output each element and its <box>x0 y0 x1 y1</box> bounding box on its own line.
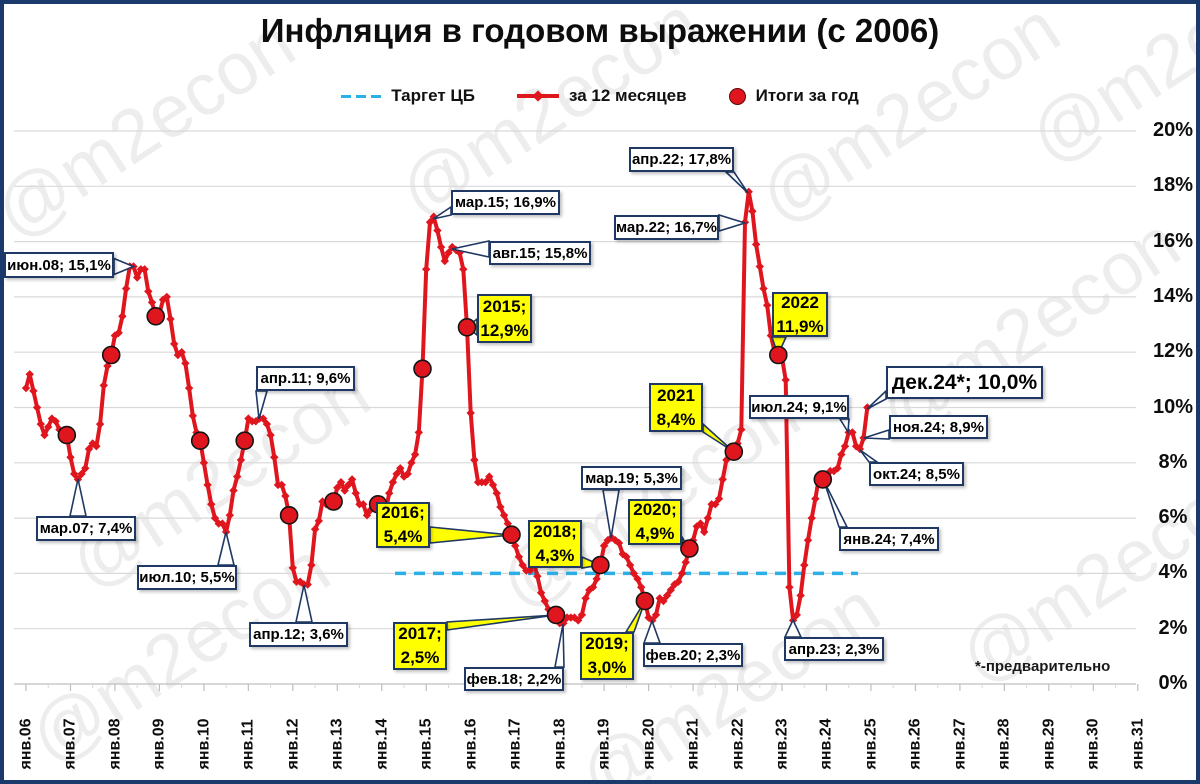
dash-line-icon <box>341 94 382 98</box>
x-axis-label: янв.31 <box>1129 718 1147 770</box>
x-axis-label: янв.26 <box>906 718 924 770</box>
red-dot-icon <box>728 87 746 105</box>
y-axis-label: 18% <box>1152 174 1194 197</box>
x-axis-label: янв.09 <box>150 718 168 770</box>
annotation-callout-25: дек.24*; 10,0% <box>886 366 1043 399</box>
y-axis-label: 20% <box>1152 119 1194 141</box>
annotation-callout-9: 2017; 2,5% <box>393 622 447 670</box>
y-axis-label: 4% <box>1158 561 1188 584</box>
x-axis-label: янв.15 <box>417 718 435 770</box>
annotation-callout-4: апр.12; 3,6% <box>249 622 348 647</box>
x-axis-label: янв.07 <box>61 718 79 770</box>
legend-item-target: Таргет ЦБ <box>341 86 475 106</box>
annotation-callout-19: 2022 11,9% <box>772 292 828 337</box>
legend-item-year: Итоги за год <box>728 86 859 106</box>
annotation-callout-21: янв.24; 7,4% <box>839 527 939 551</box>
annotation-callout-16: 2021 8,4% <box>649 383 703 432</box>
y-axis-label: 16% <box>1152 229 1194 252</box>
x-axis-label: янв.29 <box>1040 718 1058 770</box>
chart-title: Инфляция в годовом выражении (с 2006) <box>260 12 940 49</box>
legend-item-12m: за 12 месяцев <box>517 86 687 106</box>
annotation-callout-13: 2019; 3,0% <box>580 632 634 680</box>
annotation-callout-18: апр.22; 17,8% <box>629 147 734 172</box>
annotation-callout-15: 2020; 4,9% <box>628 499 682 545</box>
annotation-callout-0: июн.08; 15,1% <box>4 252 114 278</box>
x-axis-label: янв.25 <box>862 718 880 770</box>
y-axis-label: 14% <box>1152 284 1194 307</box>
annotation-callout-12: мар.19; 5,3% <box>581 466 682 490</box>
x-axis-label: янв.13 <box>328 718 346 770</box>
x-axis-label: янв.30 <box>1084 718 1102 770</box>
legend: Таргет ЦБ за 12 месяцев Итоги за год <box>0 86 1200 106</box>
x-axis-label: янв.11 <box>239 719 257 770</box>
annotation-callout-3: апр.11; 9,6% <box>256 366 355 391</box>
y-axis-label: 12% <box>1152 340 1194 363</box>
legend-label-12m: за 12 месяцев <box>569 86 687 105</box>
annotation-callout-14: фев.20; 2,3% <box>643 643 743 667</box>
x-axis-label: янв.18 <box>551 718 569 770</box>
annotation-callout-23: окт.24; 8,5% <box>869 462 964 486</box>
x-axis-label: янв.16 <box>462 718 480 770</box>
x-axis-label: янв.27 <box>951 718 969 770</box>
legend-label-target: Таргет ЦБ <box>391 86 476 105</box>
annotation-callout-22: июл.24; 9,1% <box>749 395 849 419</box>
legend-label-year: Итоги за год <box>755 86 859 105</box>
y-axis-label: 0% <box>1158 672 1188 694</box>
x-axis-label: янв.21 <box>684 718 702 770</box>
annotation-callout-17: мар.22; 16,7% <box>614 215 719 240</box>
x-axis-label: янв.17 <box>506 718 524 770</box>
annotation-callout-11: 2018; 4,3% <box>528 520 582 568</box>
footnote: *-предварительно <box>975 658 1111 675</box>
y-axis-label: 8% <box>1158 450 1188 473</box>
x-axis-label: янв.10 <box>195 718 213 770</box>
x-axis-label: янв.12 <box>284 718 302 770</box>
annotation-callout-8: 2016; 5,4% <box>376 502 430 548</box>
annotation-callout-10: фев.18; 2,2% <box>464 667 564 691</box>
annotation-callout-5: мар.15; 16,9% <box>451 190 560 215</box>
annotation-callout-20: апр.23; 2,3% <box>784 637 884 661</box>
annotation-callout-7: 2015; 12,9% <box>477 294 532 343</box>
y-axis-label: 2% <box>1158 616 1188 639</box>
annotation-callout-6: авг.15; 15,8% <box>489 241 591 265</box>
annotation-callout-2: июл.10; 5,5% <box>137 565 237 590</box>
x-axis-label: янв.23 <box>773 718 791 770</box>
x-axis-label: янв.14 <box>373 718 391 770</box>
annotation-callout-24: ноя.24; 8,9% <box>889 415 988 439</box>
y-axis-label: 10% <box>1152 395 1194 418</box>
x-axis-label: янв.08 <box>106 718 124 770</box>
line-diamond-icon <box>517 90 560 102</box>
x-axis-label: янв.24 <box>817 718 835 770</box>
x-axis-label: янв.28 <box>995 718 1013 770</box>
x-axis-label: янв.20 <box>640 718 658 770</box>
x-axis-label: янв.19 <box>595 718 613 770</box>
x-axis-label: янв.06 <box>17 718 35 770</box>
y-axis-label: 6% <box>1158 506 1188 529</box>
annotation-callout-1: мар.07; 7,4% <box>36 516 136 541</box>
x-axis-label: янв.22 <box>729 718 747 770</box>
